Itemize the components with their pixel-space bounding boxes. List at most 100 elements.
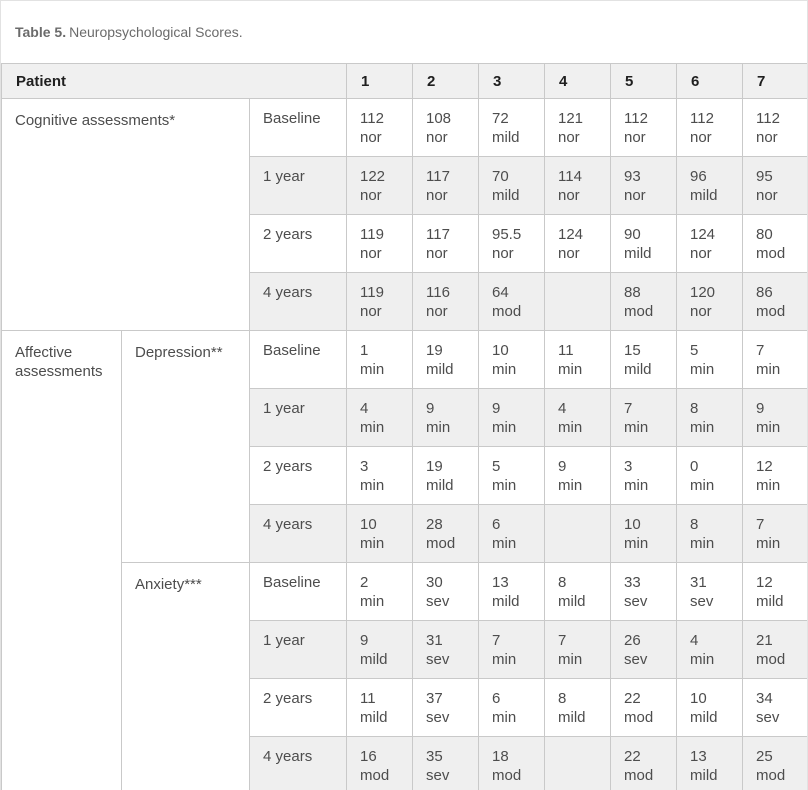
score-cell: 16 mod <box>346 736 413 790</box>
table-caption: Table 5. Neuropsychological Scores. <box>1 1 807 63</box>
score-cell: 4 min <box>544 388 611 447</box>
score-cell: 13 mild <box>676 736 743 790</box>
score-cell: 7 min <box>544 620 611 679</box>
score-cell: 5 min <box>676 330 743 389</box>
score-cell: 1 min <box>346 330 413 389</box>
score-cell: 34 sev <box>742 678 807 737</box>
score-cell <box>544 736 611 790</box>
score-cell: 10 min <box>478 330 545 389</box>
score-cell: 117 nor <box>412 214 479 273</box>
score-cell: 9 min <box>544 446 611 505</box>
score-cell: 10 min <box>610 504 677 563</box>
group-label: Cognitive assessments* <box>1 98 250 331</box>
score-cell: 117 nor <box>412 156 479 215</box>
score-cell: 0 min <box>676 446 743 505</box>
score-cell: 18 mod <box>478 736 545 790</box>
table-row: 2 years 119 nor 117 nor 95.5 nor 124 nor 90 mild 12… <box>2 214 807 273</box>
timepoint-label: 4 years <box>249 272 347 331</box>
score-cell: 6 min <box>478 678 545 737</box>
timepoint-label: 4 years <box>249 736 347 790</box>
table-body: Cognitive assessments* Baseline 112 nor 108 n… <box>1 98 807 790</box>
score-cell: 114 nor <box>544 156 611 215</box>
score-cell: 124 nor <box>676 214 743 273</box>
score-cell: 19 mild <box>412 446 479 505</box>
score-cell: 13 mild <box>478 562 545 621</box>
score-cell: 108 nor <box>412 98 479 157</box>
score-cell: 8 min <box>676 388 743 447</box>
score-cell: 72 mild <box>478 98 545 157</box>
score-cell: 12 min <box>742 446 807 505</box>
patient-col-header: 2 <box>412 63 479 99</box>
score-cell: 64 mod <box>478 272 545 331</box>
score-cell: 9 min <box>742 388 807 447</box>
timepoint-label: 1 year <box>249 620 347 679</box>
timepoint-label: 2 years <box>249 214 347 273</box>
score-cell: 5 min <box>478 446 545 505</box>
score-cell: 112 nor <box>742 98 807 157</box>
score-cell: 120 nor <box>676 272 743 331</box>
score-cell: 112 nor <box>610 98 677 157</box>
score-cell: 2 min <box>346 562 413 621</box>
score-cell: 122 nor <box>346 156 413 215</box>
table-caption-text: Neuropsychological Scores. <box>69 24 243 40</box>
table-row: 4 years 16 mod 35 sev 18 mod 22 mod 13 mild 25 mod <box>2 736 807 790</box>
score-cell: 22 mod <box>610 736 677 790</box>
table-row: 1 year 9 mild 31 sev 7 min 7 min 26 sev 4 min 21 mod <box>2 620 807 679</box>
score-cell: 25 mod <box>742 736 807 790</box>
score-cell: 3 min <box>346 446 413 505</box>
score-cell: 9 min <box>412 388 479 447</box>
score-cell: 15 mild <box>610 330 677 389</box>
table-row: 4 years 119 nor 116 nor 64 mod 88 mod 120 nor 86 mod <box>2 272 807 331</box>
patient-col-header: 1 <box>346 63 413 99</box>
table-caption-label: Table 5. <box>15 24 67 40</box>
score-cell: 9 mild <box>346 620 413 679</box>
score-cell: 93 nor <box>610 156 677 215</box>
patient-col-header: 4 <box>544 63 611 99</box>
score-cell: 8 min <box>676 504 743 563</box>
score-cell: 30 sev <box>412 562 479 621</box>
score-cell <box>544 272 611 331</box>
score-cell: 96 mild <box>676 156 743 215</box>
timepoint-label: 1 year <box>249 156 347 215</box>
score-cell: 119 nor <box>346 214 413 273</box>
table-row: 4 years 10 min 28 mod 6 min 10 min 8 min 7 min <box>2 504 807 563</box>
score-cell: 7 min <box>742 504 807 563</box>
score-cell: 86 mod <box>742 272 807 331</box>
table-row: 1 year 4 min 9 min 9 min 4 min 7 min 8 min 9 min <box>2 388 807 447</box>
score-cell: 80 mod <box>742 214 807 273</box>
score-cell: 4 min <box>346 388 413 447</box>
score-cell: 4 min <box>676 620 743 679</box>
score-cell: 7 min <box>742 330 807 389</box>
score-cell: 11 mild <box>346 678 413 737</box>
table-row: Anxiety*** Baseline 2 min 30 sev 13 mild 8 mild 33… <box>2 562 807 790</box>
timepoint-label: 4 years <box>249 504 347 563</box>
score-cell: 10 mild <box>676 678 743 737</box>
timepoint-label: 1 year <box>249 388 347 447</box>
patient-col-header: 5 <box>610 63 677 99</box>
score-cell: 88 mod <box>610 272 677 331</box>
table-row: 1 year 122 nor 117 nor 70 mild 114 nor 93 nor 96 mil… <box>2 156 807 215</box>
score-cell: 19 mild <box>412 330 479 389</box>
table-row: Affective assessments Depression** Baselin… <box>1 330 807 790</box>
score-cell: 119 nor <box>346 272 413 331</box>
timepoint-label: 2 years <box>249 678 347 737</box>
score-cell: 7 min <box>478 620 545 679</box>
patient-header-label: Patient <box>1 63 347 99</box>
score-cell: 121 nor <box>544 98 611 157</box>
timepoint-label: Baseline <box>249 330 347 389</box>
score-cell: 7 min <box>610 388 677 447</box>
score-cell: 10 min <box>346 504 413 563</box>
score-cell: 33 sev <box>610 562 677 621</box>
score-cell: 3 min <box>610 446 677 505</box>
timepoint-label: Baseline <box>249 98 347 157</box>
table-row: Cognitive assessments* Baseline 112 nor 108 n… <box>1 98 807 331</box>
score-cell: 22 mod <box>610 678 677 737</box>
score-cell: 9 min <box>478 388 545 447</box>
score-cell: 90 mild <box>610 214 677 273</box>
score-cell <box>544 504 611 563</box>
patient-col-header: 7 <box>742 63 807 99</box>
score-cell: 26 sev <box>610 620 677 679</box>
